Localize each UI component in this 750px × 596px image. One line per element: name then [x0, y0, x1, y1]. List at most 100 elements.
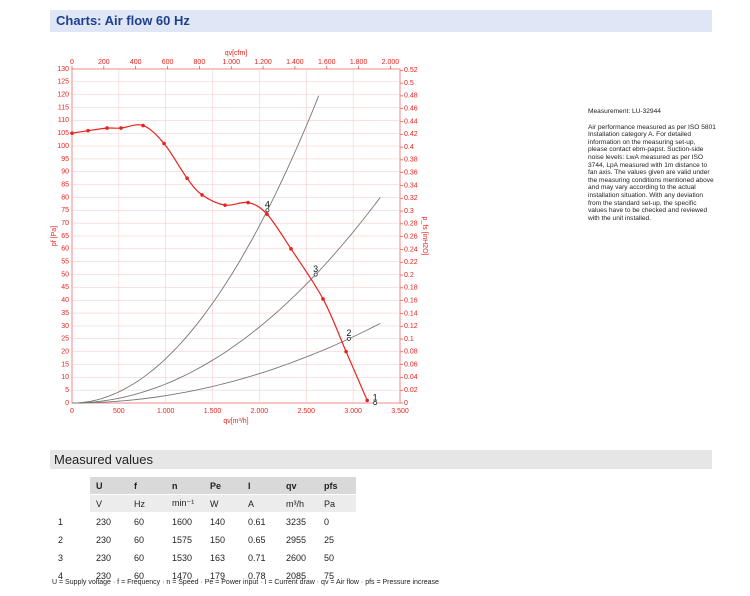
- table-title: Measured values: [50, 450, 712, 469]
- table-cell: f: [128, 477, 166, 495]
- data-point: [246, 200, 250, 205]
- system-curve: [71, 197, 381, 404]
- y2-tick-label: 0.12: [404, 323, 418, 330]
- table-cell: 2955: [280, 530, 318, 549]
- y-tick-label: 55: [61, 259, 69, 266]
- y-tick-label: 115: [58, 104, 69, 111]
- y-tick-label: 125: [57, 79, 69, 86]
- y-tick-label: 30: [61, 323, 69, 330]
- table-cell: W: [204, 494, 242, 513]
- data-point: [86, 128, 90, 133]
- y-tick-label: 60: [61, 246, 69, 253]
- table-row: 2 230 60 1575 150 0.65 2955 25: [52, 530, 356, 549]
- table-cell: I: [242, 477, 280, 495]
- operating-point: [313, 272, 318, 277]
- data-point: [344, 349, 348, 354]
- table-cell: 163: [204, 548, 242, 567]
- y-tick-label: 130: [57, 66, 69, 73]
- x-tick-label: 2.000: [251, 408, 269, 415]
- table-cell: 2: [52, 530, 90, 549]
- y-tick-label: 20: [61, 348, 69, 355]
- table-cell: 60: [128, 566, 166, 585]
- y2-tick-label: 0.38: [404, 157, 418, 164]
- table-cell: Pe: [204, 477, 242, 495]
- data-point: [200, 193, 204, 197]
- y-tick-label: 85: [61, 181, 69, 188]
- y-axis-label: pf [Pa]: [51, 226, 58, 246]
- y2-tick-label: 0.22: [404, 259, 418, 266]
- operating-point: [265, 208, 270, 213]
- y2-tick-label: 0.24: [404, 246, 418, 253]
- x-tick-label: 1.500: [204, 408, 222, 415]
- table-cell: 230: [90, 548, 128, 567]
- x2-tick-label: 1.000: [222, 59, 240, 66]
- x2-tick-label: 1.200: [254, 59, 272, 66]
- table-cell: 230: [90, 530, 128, 549]
- table-cell: 140: [204, 512, 242, 531]
- table-cell: 1575: [166, 530, 204, 549]
- y-tick-label: 90: [61, 169, 69, 176]
- y2-tick-label: 0: [404, 400, 408, 407]
- x2-tick-label: 800: [194, 59, 206, 66]
- table-cell: 3: [52, 548, 90, 567]
- operating-point-label: 1: [373, 392, 378, 402]
- data-point: [162, 141, 166, 146]
- operating-point-label: 2: [346, 328, 351, 338]
- y-tick-label: 75: [61, 207, 69, 214]
- table-cell: 60: [128, 548, 166, 567]
- x2-tick-label: 400: [130, 59, 142, 66]
- table-row: 4 230 60 1470 179 0.78 2085 75: [52, 566, 356, 585]
- y2-tick-label: 0.52: [404, 67, 418, 74]
- x-axis-label: qv[m³/h]: [223, 418, 248, 425]
- table-cell: pfs: [318, 477, 356, 495]
- table-cell: 1: [52, 512, 90, 531]
- y2-tick-label: 0.36: [404, 169, 418, 176]
- table-cell: 150: [204, 530, 242, 549]
- data-point: [265, 212, 269, 216]
- x-tick-label: 1.000: [157, 408, 175, 415]
- y-tick-label: 110: [58, 117, 69, 124]
- table-cell: m³/h: [280, 494, 318, 513]
- y2-tick-label: 0.34: [404, 182, 418, 189]
- y2-tick-label: 0.4: [404, 144, 414, 151]
- x-tick-label: 2.500: [298, 408, 316, 415]
- table-cell: 4: [52, 566, 90, 585]
- y-tick-label: 80: [61, 194, 69, 201]
- y2-tick-label: 0.04: [404, 374, 418, 381]
- data-point: [119, 126, 123, 130]
- y-tick-label: 120: [57, 92, 69, 99]
- x-tick-label: 500: [113, 408, 125, 415]
- table-cell: min⁻¹: [166, 494, 204, 513]
- y2-axis-label: p_fs [inH2O]: [421, 217, 428, 256]
- x2-tick-label: 0: [70, 59, 74, 66]
- y2-tick-label: 0.26: [404, 233, 418, 240]
- x-tick-label: 3.000: [344, 408, 362, 415]
- y2-tick-label: 0.32: [404, 195, 418, 202]
- notes: Measurement: LU-32944 Air performance me…: [588, 108, 716, 222]
- table-cell: 60: [128, 530, 166, 549]
- y2-tick-label: 0.02: [404, 387, 418, 394]
- footnote: U = Supply voltage · f = Frequency · n =…: [52, 579, 439, 586]
- y-tick-label: 5: [65, 387, 69, 394]
- table-cell: 3235: [280, 512, 318, 531]
- table-cell: 0.71: [242, 548, 280, 567]
- operating-point-label: 4: [265, 200, 270, 210]
- table-cell: 230: [90, 566, 128, 585]
- x2-tick-label: 600: [162, 59, 174, 66]
- x2-tick-label: 1.600: [318, 59, 336, 66]
- y-tick-label: 35: [61, 310, 69, 317]
- x2-tick-label: 1.800: [350, 59, 368, 66]
- table-cell: 60: [128, 512, 166, 531]
- data-point: [365, 398, 370, 403]
- table-cell: [52, 494, 90, 513]
- header-title: Charts: Air flow 60 Hz: [50, 10, 712, 32]
- y2-tick-label: 0.1: [404, 336, 414, 343]
- y-tick-label: 50: [61, 271, 69, 278]
- table-cell: 1600: [166, 512, 204, 531]
- table-cell: 2085: [280, 566, 318, 585]
- y2-tick-label: 0.46: [404, 106, 418, 113]
